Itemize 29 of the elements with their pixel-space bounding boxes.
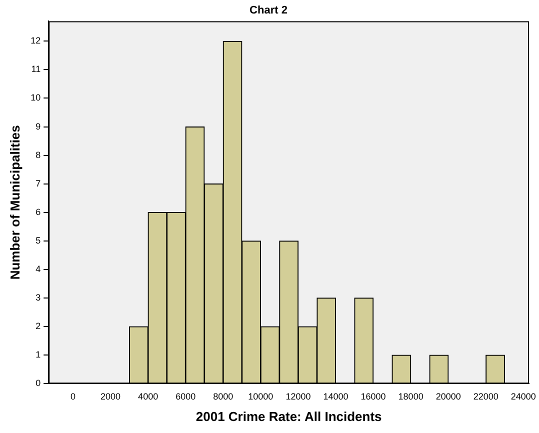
y-tick-label: 5 <box>36 235 41 246</box>
y-tick-label: 1 <box>36 350 41 360</box>
x-axis-title: 2001 Crime Rate: All Incidents <box>196 408 382 424</box>
chart-title: Chart 2 <box>250 4 288 17</box>
y-tick-label: 4 <box>36 264 41 274</box>
y-tick-label: 6 <box>36 206 41 217</box>
y-tick-label: 12 <box>30 36 41 46</box>
x-tick-label: 8000 <box>213 391 234 402</box>
x-tick-label: 16000 <box>360 391 386 402</box>
y-axis-title: Number of Municipalities <box>7 125 22 280</box>
y-tick-label: 0 <box>36 378 41 388</box>
y-tick-label: 10 <box>30 92 41 103</box>
y-tick-label: 11 <box>31 64 41 74</box>
y-tick-label: 3 <box>36 292 41 302</box>
x-tick-label: 4000 <box>138 391 158 402</box>
x-tick-label: 12000 <box>286 391 311 402</box>
x-tick-label: 18000 <box>398 391 424 402</box>
x-tick-label: 0 <box>70 391 76 402</box>
x-tick-label: 14000 <box>323 391 348 402</box>
x-tick-label: 10000 <box>248 391 274 402</box>
x-tick-label: 20000 <box>436 391 461 402</box>
x-tick-label: 6000 <box>176 391 196 402</box>
x-tick-label: 24000 <box>510 391 536 402</box>
x-tick-label: 2000 <box>100 391 121 402</box>
y-tick-label: 7 <box>36 178 41 188</box>
x-tick-label: 22000 <box>473 391 498 402</box>
y-tick-label: 2 <box>36 321 41 332</box>
y-tick-label: 8 <box>36 150 41 160</box>
y-tick-label: 9 <box>36 121 41 132</box>
